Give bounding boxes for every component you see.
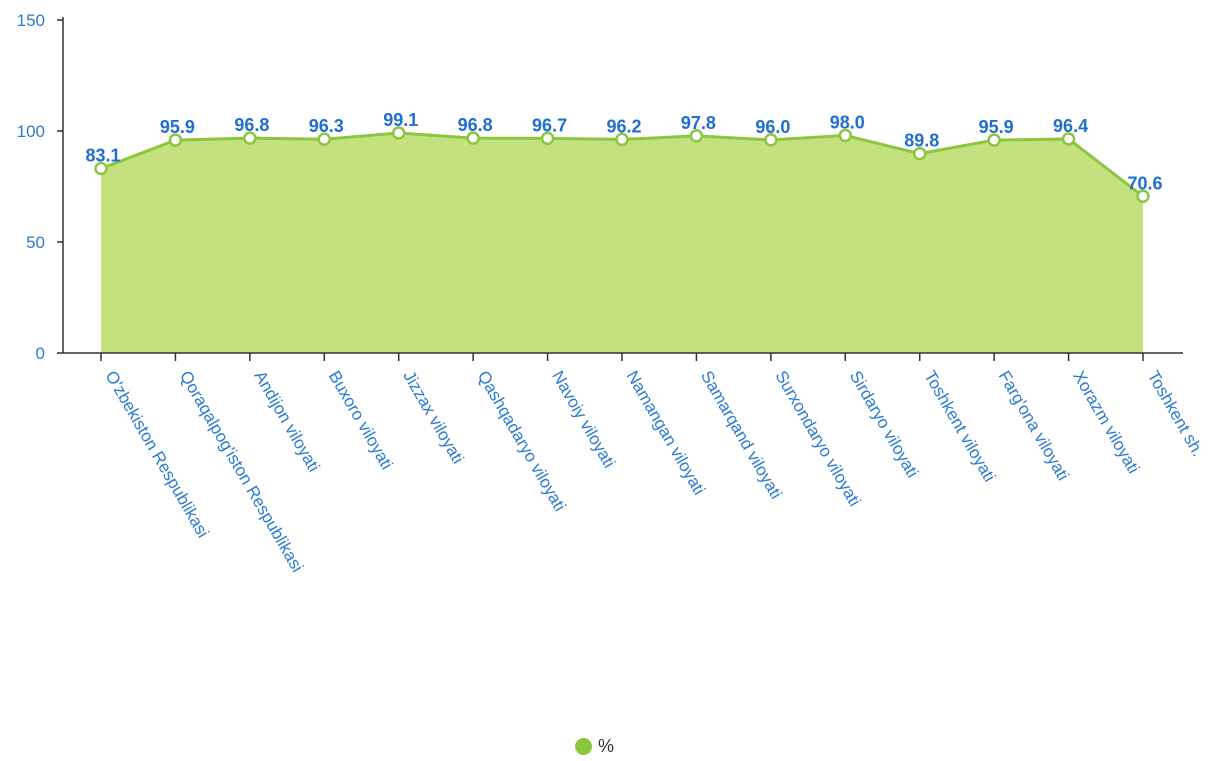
data-point	[1136, 189, 1150, 204]
data-point	[912, 146, 927, 161]
data-label: 99.1	[383, 110, 418, 130]
x-tick-label: Surxondaryo viloyati	[771, 368, 864, 510]
x-tick-label: Namangan viloyati	[623, 368, 709, 499]
data-point	[466, 131, 480, 145]
data-point	[1061, 132, 1076, 146]
data-point	[987, 133, 1001, 147]
data-point	[689, 129, 704, 143]
legend-label: %	[598, 736, 615, 756]
data-point	[838, 128, 853, 143]
y-tick-label: 100	[17, 122, 45, 141]
legend-marker-icon	[575, 738, 592, 755]
data-label: 83.1	[85, 146, 120, 166]
data-point	[317, 132, 332, 146]
x-tick-label: Andijon viloyati	[250, 368, 323, 476]
x-tick-label: Sirdaryo viloyati	[846, 368, 922, 481]
data-label: 95.9	[160, 117, 195, 137]
data-label: 96.2	[606, 116, 641, 136]
y-tick-label: 50	[26, 233, 45, 252]
data-label: 96.4	[1053, 116, 1088, 136]
data-label: 89.8	[904, 131, 939, 151]
data-point	[243, 131, 257, 145]
series-area	[101, 132, 1143, 353]
x-tick-label: Farg'ona viloyati	[995, 368, 1073, 484]
legend[interactable]: %	[575, 736, 614, 757]
data-label: 96.8	[458, 115, 493, 135]
x-tick-label: Buxoro viloyati	[325, 368, 397, 473]
data-label: 95.9	[979, 117, 1014, 137]
data-point	[615, 132, 629, 147]
x-tick-label: Samarqand viloyati	[697, 368, 786, 503]
data-point	[540, 131, 555, 146]
y-tick-label: 150	[17, 11, 45, 30]
x-tick-label: Toshkent sh.	[1144, 368, 1208, 460]
data-label: 97.8	[681, 113, 716, 133]
data-point	[168, 133, 183, 147]
x-tick-label: Navoiy viloyati	[548, 368, 619, 472]
x-tick-label: Qashqadaryo viloyati	[474, 368, 570, 515]
data-label: 96.8	[234, 115, 269, 135]
data-label: 98.0	[830, 112, 865, 132]
x-tick-label: Toshkent viloyati	[920, 368, 999, 486]
data-point	[764, 133, 778, 147]
x-tick-label: Xorazm viloyati	[1069, 368, 1143, 477]
data-label: 96.7	[532, 115, 567, 135]
y-tick-label: 0	[36, 344, 45, 363]
data-point	[94, 161, 108, 176]
data-point	[391, 126, 406, 140]
data-label: 96.0	[755, 117, 790, 137]
x-tick-label: Qoraqalpog'iston Respublikasi	[176, 368, 307, 576]
data-label: 96.3	[309, 116, 344, 136]
data-label: 70.6	[1127, 173, 1162, 193]
x-tick-label: Jizzax viloyati	[399, 368, 467, 467]
